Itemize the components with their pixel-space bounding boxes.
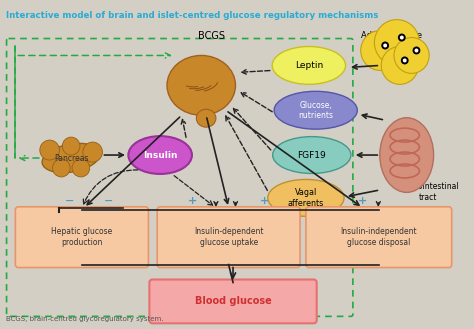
FancyBboxPatch shape [15,207,148,267]
Circle shape [400,36,404,39]
Text: Adipose tissue: Adipose tissue [362,31,423,39]
Circle shape [383,43,387,47]
Circle shape [401,57,409,64]
Text: Gastrointestinal
tract: Gastrointestinal tract [397,182,459,202]
Text: FGF19: FGF19 [297,151,326,160]
Ellipse shape [196,109,216,127]
Circle shape [53,159,70,177]
FancyBboxPatch shape [306,207,452,267]
Text: Interactive model of brain and islet-centred glucose regulatory mechanisms: Interactive model of brain and islet-cen… [6,11,378,20]
Text: −: − [64,196,74,206]
FancyBboxPatch shape [149,280,317,323]
Circle shape [381,46,419,84]
Circle shape [72,159,90,177]
Text: −: − [104,196,113,206]
Text: BCGS, brain-centred glycoregulatory system.: BCGS, brain-centred glycoregulatory syst… [6,316,163,322]
Text: Glucose,
nutrients: Glucose, nutrients [298,101,333,120]
Ellipse shape [274,91,357,129]
Circle shape [374,20,419,65]
Ellipse shape [167,56,236,115]
Text: Vagal
afferents: Vagal afferents [288,188,324,208]
Ellipse shape [272,46,346,84]
Text: BCGS: BCGS [198,31,225,40]
Circle shape [361,31,400,70]
Text: Hepatic glucose
production: Hepatic glucose production [51,227,112,247]
Circle shape [394,38,429,73]
Circle shape [403,59,407,63]
Circle shape [412,46,420,55]
Text: +: + [188,196,197,206]
Text: Pancreas: Pancreas [54,154,88,163]
Ellipse shape [380,118,434,192]
Text: Insulin: Insulin [143,151,177,160]
Ellipse shape [42,143,100,173]
Ellipse shape [128,136,192,174]
Circle shape [381,41,389,49]
Circle shape [398,34,406,41]
Circle shape [40,140,59,160]
FancyBboxPatch shape [157,207,300,267]
Text: Insulin-independent
glucose disposal: Insulin-independent glucose disposal [340,227,417,247]
Ellipse shape [273,137,351,173]
Circle shape [414,48,419,52]
Text: Blood glucose: Blood glucose [195,296,272,306]
Text: +: + [260,196,269,206]
Text: Insulin-dependent
glucose uptake: Insulin-dependent glucose uptake [194,227,264,247]
Text: Leptin: Leptin [295,61,323,70]
Circle shape [62,137,80,155]
Ellipse shape [268,179,344,216]
Text: +: + [358,196,367,206]
Circle shape [83,142,102,162]
